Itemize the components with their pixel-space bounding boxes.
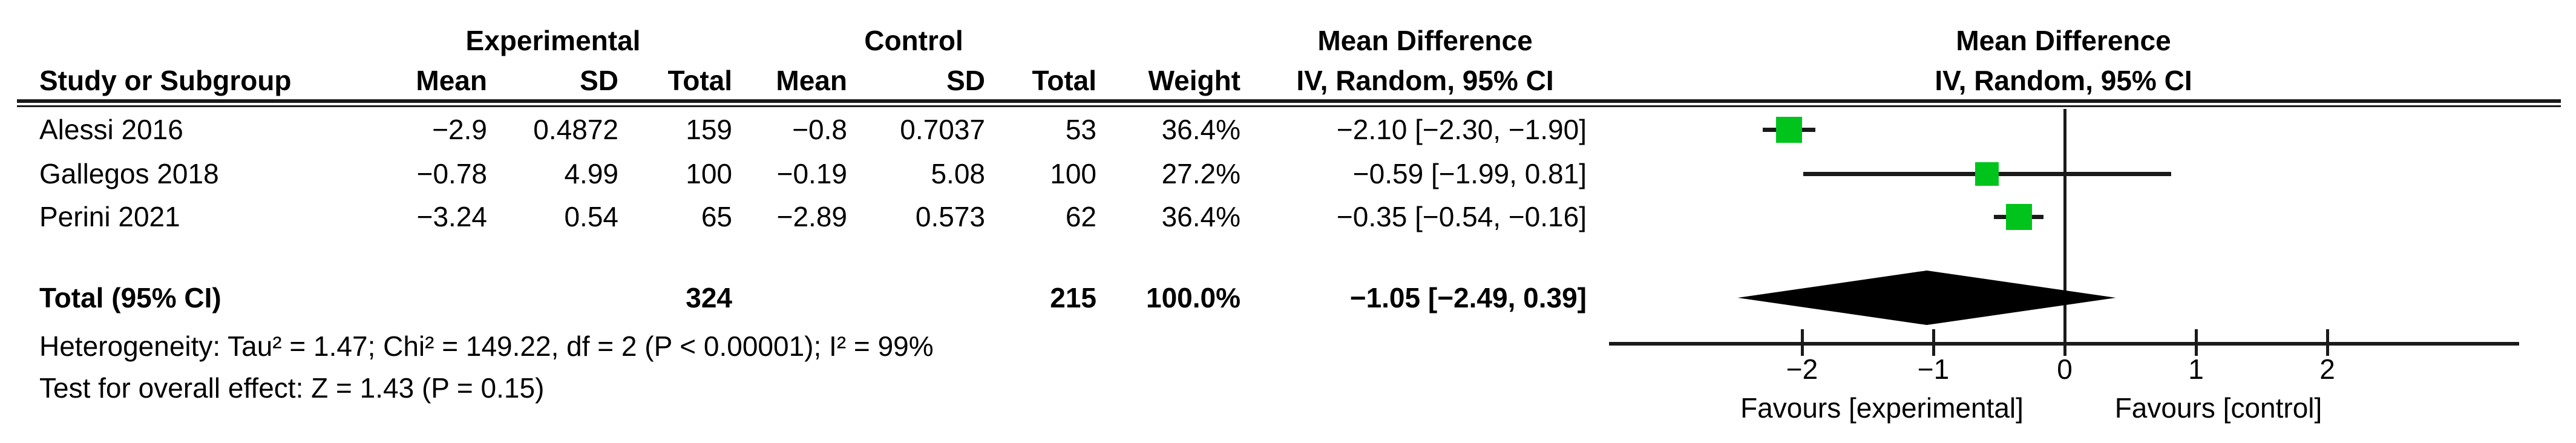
group-header-mean-difference: Mean Difference xyxy=(1317,25,1533,56)
axis-tick-label: 0 xyxy=(2057,353,2073,385)
header-separator-bottom xyxy=(17,105,2561,107)
weight-cell: 36.4% xyxy=(1161,114,1240,145)
ci-cell: −0.35 [−0.54, −0.16] xyxy=(1336,201,1587,232)
total-ci: −1.05 [−2.49, 0.39] xyxy=(1349,282,1587,313)
axis-tick xyxy=(1801,329,1804,356)
exp-mean-cell: −3.24 xyxy=(416,201,487,232)
col-header-ctl-total: Total xyxy=(1032,65,1096,96)
total-weight: 100.0% xyxy=(1145,282,1240,313)
overall-effect-text: Test for overall effect: Z = 1.43 (P = 0… xyxy=(39,372,545,404)
col-header-exp-sd: SD xyxy=(580,65,618,96)
exp-mean-cell: −2.9 xyxy=(432,114,487,145)
exp-sd-cell: 0.4872 xyxy=(533,114,618,145)
exp-total-cell: 159 xyxy=(686,114,732,145)
plot-header-ci: IV, Random, 95% CI xyxy=(1935,65,2192,96)
plot-header-mean-difference: Mean Difference xyxy=(1956,25,2171,56)
axis-tick xyxy=(2063,329,2066,356)
axis-tick xyxy=(2326,329,2329,356)
favours-experimental-label: Favours [experimental] xyxy=(1740,392,2024,424)
total-exp-n: 324 xyxy=(686,282,732,313)
axis-tick xyxy=(1932,329,1935,356)
col-header-exp-total: Total xyxy=(667,65,732,96)
header-separator-top xyxy=(17,99,2561,103)
ctl-sd-cell: 0.7037 xyxy=(900,114,985,145)
ci-cell: −2.10 [−2.30, −1.90] xyxy=(1336,114,1587,145)
study-label: Gallegos 2018 xyxy=(39,158,219,189)
summary-diamond xyxy=(1737,271,2116,325)
col-header-weight: Weight xyxy=(1148,65,1240,96)
ctl-mean-cell: −0.8 xyxy=(792,114,847,145)
ctl-total-cell: 100 xyxy=(1050,158,1096,189)
exp-total-cell: 100 xyxy=(686,158,732,189)
study-label: Alessi 2016 xyxy=(39,114,183,145)
group-header-experimental: Experimental xyxy=(465,25,641,56)
exp-mean-cell: −0.78 xyxy=(416,158,487,189)
col-header-ci: IV, Random, 95% CI xyxy=(1296,65,1554,96)
group-header-control: Control xyxy=(864,25,963,56)
exp-total-cell: 65 xyxy=(701,201,732,232)
axis-tick-label: 2 xyxy=(2319,353,2335,385)
study-marker xyxy=(2005,203,2032,230)
axis-tick-label: −2 xyxy=(1786,353,1818,385)
axis-tick-label: 1 xyxy=(2188,353,2204,385)
zero-line xyxy=(2063,109,2066,346)
study-marker xyxy=(1775,116,1802,143)
ci-cell: −0.59 [−1.99, 0.81] xyxy=(1352,158,1587,189)
col-header-study: Study or Subgroup xyxy=(39,65,292,96)
total-label: Total (95% CI) xyxy=(39,282,221,313)
heterogeneity-text: Heterogeneity: Tau² = 1.47; Chi² = 149.2… xyxy=(39,330,934,362)
study-label: Perini 2021 xyxy=(39,201,180,232)
ctl-sd-cell: 5.08 xyxy=(931,158,985,189)
weight-cell: 36.4% xyxy=(1161,201,1240,232)
col-header-ctl-mean: Mean xyxy=(776,65,847,96)
weight-cell: 27.2% xyxy=(1161,158,1240,189)
study-marker xyxy=(1975,162,1999,186)
ctl-mean-cell: −2.89 xyxy=(776,201,847,232)
total-ctl-n: 215 xyxy=(1050,282,1096,313)
axis-tick xyxy=(2195,329,2198,356)
axis-tick-label: −1 xyxy=(1917,353,1950,385)
ctl-total-cell: 62 xyxy=(1065,201,1096,232)
ctl-total-cell: 53 xyxy=(1065,114,1096,145)
col-header-exp-mean: Mean xyxy=(416,65,487,96)
exp-sd-cell: 4.99 xyxy=(564,158,618,189)
ctl-mean-cell: −0.19 xyxy=(776,158,847,189)
exp-sd-cell: 0.54 xyxy=(564,201,618,232)
col-header-ctl-sd: SD xyxy=(946,65,985,96)
favours-control-label: Favours [control] xyxy=(2114,392,2322,424)
ctl-sd-cell: 0.573 xyxy=(915,201,985,232)
